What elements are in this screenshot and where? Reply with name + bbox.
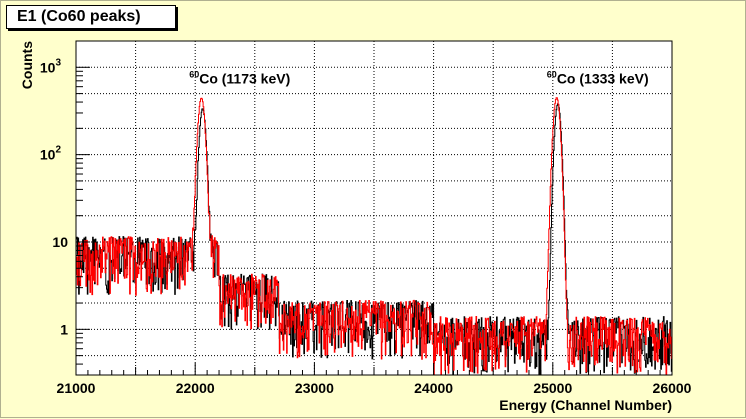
x-tick-label: 23000 [295,380,334,396]
x-tick-label: 25000 [533,380,572,396]
series-1-histogram [76,97,672,376]
peak-annotation-2: 60Co (1333 keV) [547,70,649,87]
y-tick-label: 1 [60,321,68,337]
chart-title: E1 (Co60 peaks) [6,5,176,29]
y-tick-label: 10 [52,234,68,250]
x-tick-label: 21000 [57,380,96,396]
y-tick-label: 102 [40,145,62,163]
peak-annotation-1: 60Co (1173 keV) [189,70,290,87]
x-tick-label: 26000 [653,380,692,396]
x-tick-label: 22000 [176,380,215,396]
y-tick-label: 103 [40,57,62,75]
y-axis-title: Counts [19,41,35,89]
x-axis-title: Energy (Channel Number) [499,397,672,413]
x-tick-label: 24000 [414,380,453,396]
